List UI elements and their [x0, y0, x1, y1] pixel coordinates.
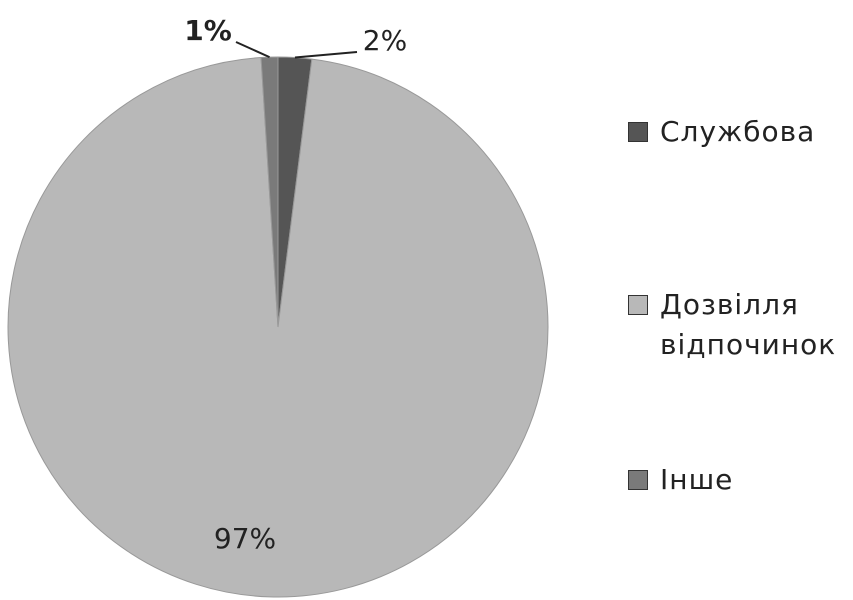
data-label: 97% [214, 522, 276, 555]
data-label: 1% [184, 14, 232, 47]
legend-swatch [628, 470, 648, 490]
legend-label: Інше [660, 463, 734, 496]
pie-slice [260, 56, 279, 328]
leader-line [294, 51, 358, 59]
legend-swatch [628, 295, 648, 315]
legend-label: Службова [660, 115, 816, 148]
legend-swatch [628, 122, 648, 142]
data-label: 2% [363, 24, 407, 57]
pie-slice [7, 57, 549, 598]
leader-line [235, 41, 270, 59]
legend-label: Дозвілля відпочинок [660, 288, 837, 361]
